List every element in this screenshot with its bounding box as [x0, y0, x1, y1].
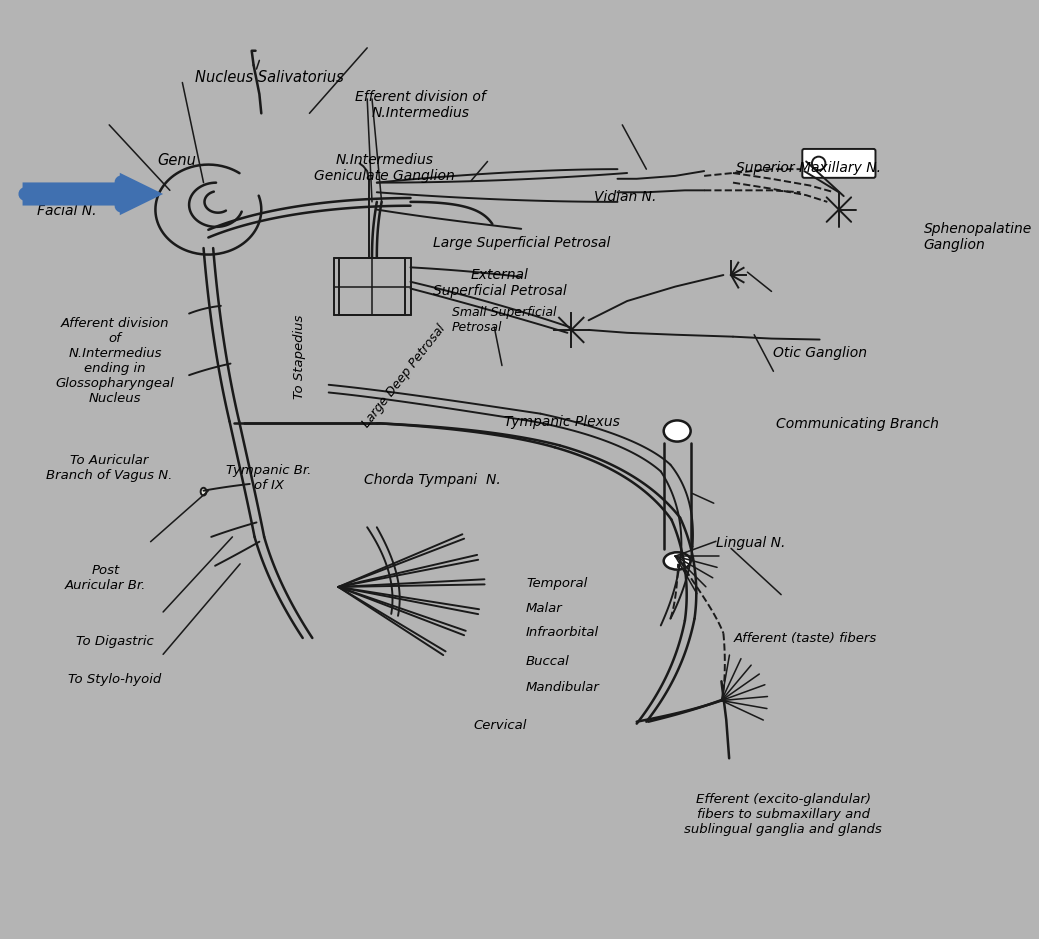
Text: Large Deep Petrosal: Large Deep Petrosal [359, 322, 448, 430]
Text: Chorda Tympani  N.: Chorda Tympani N. [365, 473, 501, 487]
Text: Mandibular: Mandibular [526, 682, 600, 694]
Text: Nucleus of
Facial N.: Nucleus of Facial N. [30, 188, 103, 218]
Ellipse shape [664, 421, 691, 441]
Text: Small Superficial
Petrosal: Small Superficial Petrosal [452, 306, 557, 334]
Text: Lingual N.: Lingual N. [716, 536, 785, 550]
Ellipse shape [664, 552, 691, 570]
Text: Vidian N.: Vidian N. [594, 190, 657, 204]
Text: Tympanic Plexus: Tympanic Plexus [504, 415, 619, 429]
Text: Afferent (taste) fibers: Afferent (taste) fibers [734, 632, 877, 645]
Text: Efferent (excito-glandular)
fibers to submaxillary and
sublingual ganglia and gl: Efferent (excito-glandular) fibers to su… [684, 793, 882, 836]
FancyBboxPatch shape [802, 149, 876, 177]
Polygon shape [23, 173, 163, 215]
Text: Afferent division
of
N.Intermedius
ending in
Glossopharyngeal
Nucleus: Afferent division of N.Intermedius endin… [56, 317, 175, 406]
Text: Communicating Branch: Communicating Branch [776, 418, 939, 431]
Text: Nucleus Salivatorius: Nucleus Salivatorius [194, 69, 343, 85]
Text: Sphenopalatine
Ganglion: Sphenopalatine Ganglion [924, 223, 1032, 253]
Ellipse shape [201, 487, 207, 496]
Text: Large Superficial Petrosal: Large Superficial Petrosal [432, 236, 610, 250]
Text: Infraorbital: Infraorbital [526, 626, 600, 639]
Text: Temporal: Temporal [526, 577, 587, 591]
Text: To Auricular
Branch of Vagus N.: To Auricular Branch of Vagus N. [46, 454, 172, 482]
Text: Buccal: Buccal [526, 655, 569, 669]
Text: To Stylo-hyoid: To Stylo-hyoid [69, 672, 162, 685]
Text: Cervical: Cervical [474, 718, 527, 731]
Text: Genu: Genu [157, 153, 196, 168]
Text: Malar: Malar [526, 602, 563, 615]
Text: To Digastric: To Digastric [76, 635, 154, 648]
Text: External
Superficial Petrosal: External Superficial Petrosal [433, 269, 567, 299]
Text: N.Intermedius
Geniculate Ganglion: N.Intermedius Geniculate Ganglion [314, 153, 455, 183]
Text: To Stapedius: To Stapedius [293, 315, 307, 399]
Ellipse shape [811, 157, 825, 170]
Text: Otic Ganglion: Otic Ganglion [773, 346, 868, 360]
Text: Superior Maxillary N.: Superior Maxillary N. [736, 161, 881, 175]
Text: Efferent division of
N.Intermedius: Efferent division of N.Intermedius [354, 89, 485, 120]
Text: Post
Auricular Br.: Post Auricular Br. [64, 563, 146, 592]
Text: Tympanic Br.
of IX: Tympanic Br. of IX [227, 464, 312, 492]
